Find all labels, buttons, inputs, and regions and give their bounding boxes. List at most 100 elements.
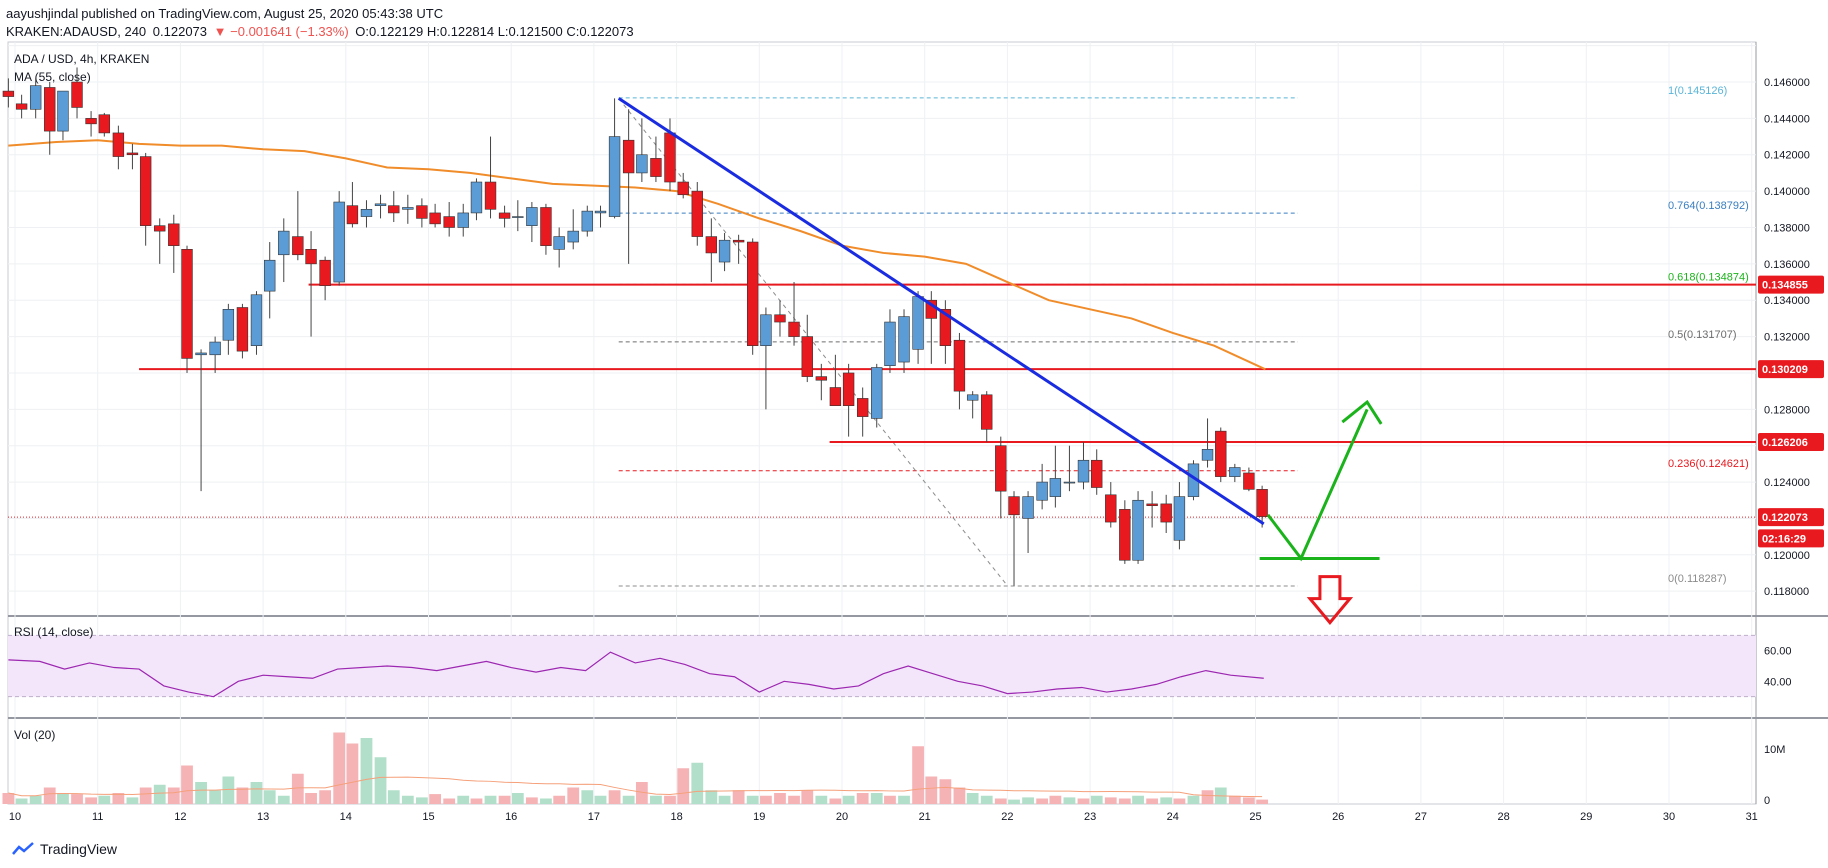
volume-bar <box>1063 797 1076 804</box>
rsi-tick-label: 60.00 <box>1764 646 1792 658</box>
bullish-arrow <box>1266 408 1369 562</box>
date-tick-label: 31 <box>1746 811 1758 823</box>
candle-body <box>1256 489 1268 517</box>
price-tag-label: 0.126206 <box>1762 437 1808 449</box>
volume-tick-label: 0 <box>1764 795 1770 807</box>
date-tick-label: 14 <box>340 811 352 823</box>
date-tick-label: 10 <box>9 811 21 823</box>
volume-bar <box>57 793 69 804</box>
price-tick-label: 0.118000 <box>1764 586 1809 598</box>
candle-body <box>168 223 180 246</box>
date-tick-label: 15 <box>422 811 434 823</box>
volume-bar <box>470 798 483 804</box>
candle-body <box>732 239 745 243</box>
candle-body <box>801 336 813 377</box>
volume-bar <box>664 795 676 804</box>
volume-bar <box>1242 797 1255 804</box>
candle-body <box>333 201 345 283</box>
published-info: published on TradingView.com, August 25,… <box>81 6 444 21</box>
date-tick-label: 20 <box>836 811 848 823</box>
candle-body <box>718 239 731 263</box>
volume-bar <box>236 787 249 804</box>
symbol-name: KRAKEN:ADAUSD, 240 <box>6 24 147 39</box>
volume-tick-label: 10M <box>1764 744 1785 756</box>
ma-legend: MA (55, close) <box>14 70 91 84</box>
price-tick-label: 0.134000 <box>1764 295 1810 307</box>
candle-body <box>112 132 125 157</box>
candle-body <box>44 87 56 132</box>
volume-bar <box>856 793 869 804</box>
volume-bar <box>966 793 979 804</box>
candle-body <box>1173 496 1186 541</box>
volume-bar <box>167 787 180 804</box>
volume-bar <box>153 784 166 804</box>
volume-bar <box>305 793 317 804</box>
date-tick-label: 13 <box>257 811 269 823</box>
candle-body <box>856 398 869 417</box>
candle-body <box>250 294 263 346</box>
volume-bar <box>443 798 456 804</box>
volume-bar <box>760 795 772 804</box>
candle-body <box>884 321 896 366</box>
volume-bar <box>842 795 855 804</box>
volume-ma-line <box>8 776 1263 798</box>
volume-bar <box>126 797 139 804</box>
candle-body <box>1008 496 1020 516</box>
candle-body <box>139 156 152 226</box>
candle-body <box>650 158 662 177</box>
volume-bar <box>1132 795 1144 804</box>
candle-body <box>677 181 689 196</box>
author-name[interactable]: aayushjindal <box>6 6 79 21</box>
candle-body <box>85 118 97 125</box>
candle-body <box>126 152 139 156</box>
candle-body <box>829 387 842 406</box>
volume-bar <box>1146 798 1159 804</box>
volume-bar <box>222 776 235 804</box>
volume-bar <box>498 795 511 804</box>
fib-level-label: 1(0.145126) <box>1668 85 1727 97</box>
bearish-arrow-icon <box>1306 575 1354 625</box>
date-tick-label: 25 <box>1249 811 1261 823</box>
volume-bar <box>1090 795 1103 804</box>
price-tick-label: 0.128000 <box>1764 404 1810 416</box>
volume-bar <box>319 790 332 804</box>
last-price: 0.122073 <box>152 24 208 39</box>
volume-bar <box>29 795 42 804</box>
candle-body <box>209 341 221 356</box>
date-tick-label: 16 <box>505 811 517 823</box>
candle-body <box>664 132 676 183</box>
volume-bar <box>540 798 552 804</box>
volume-bar <box>484 795 497 804</box>
candle-body <box>181 249 193 359</box>
candle-body <box>594 210 607 214</box>
chart-header: aayushjindal published on TradingView.com… <box>6 6 446 21</box>
candle-body <box>912 296 924 350</box>
price-tag-label: 0.130209 <box>1762 364 1808 376</box>
volume-bar <box>1256 799 1269 804</box>
candle-body <box>154 225 166 232</box>
candle-body <box>222 309 235 341</box>
volume-bar <box>898 795 910 804</box>
volume-bar <box>925 776 938 804</box>
candle-body <box>29 85 42 110</box>
volume-bar <box>1173 798 1186 804</box>
volume-bar <box>401 795 414 804</box>
candle-body <box>278 230 290 256</box>
volume-bar <box>622 795 635 804</box>
candle-body <box>953 339 966 392</box>
volume-bar <box>650 795 662 804</box>
volume-bar <box>553 795 566 804</box>
volume-bar <box>457 795 470 804</box>
volume-bar <box>415 797 428 804</box>
fib-level-label: 0.236(0.124621) <box>1668 458 1749 470</box>
candle-body <box>1243 472 1255 490</box>
candle-body <box>1091 459 1103 488</box>
rsi-tick-label: 40.00 <box>1764 676 1792 688</box>
candle-body <box>292 236 304 256</box>
candle-body <box>898 316 910 363</box>
candle-body <box>1160 503 1172 523</box>
price-change: ▼ −0.001641 (−1.33%) <box>213 24 349 39</box>
price-tick-label: 0.124000 <box>1764 477 1810 489</box>
tradingview-brand[interactable]: TradingView <box>12 841 117 857</box>
